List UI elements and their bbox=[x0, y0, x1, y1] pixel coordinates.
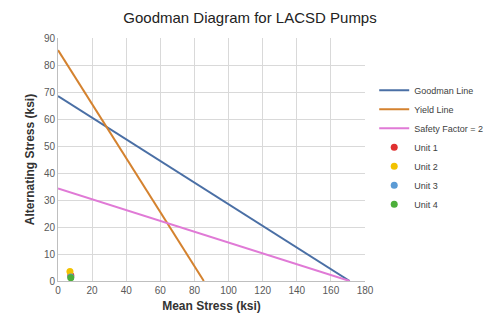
svg-text:Unit 1: Unit 1 bbox=[414, 143, 438, 153]
svg-text:140: 140 bbox=[288, 285, 305, 296]
svg-text:10: 10 bbox=[44, 249, 56, 260]
svg-text:Unit 3: Unit 3 bbox=[414, 181, 438, 191]
svg-text:80: 80 bbox=[44, 60, 56, 71]
svg-text:50: 50 bbox=[44, 141, 56, 152]
svg-text:Mean Stress (ksi): Mean Stress (ksi) bbox=[162, 299, 261, 313]
svg-text:Safety Factor = 2: Safety Factor = 2 bbox=[414, 124, 483, 134]
svg-text:20: 20 bbox=[87, 285, 99, 296]
svg-text:30: 30 bbox=[44, 195, 56, 206]
svg-text:Goodman Line: Goodman Line bbox=[414, 86, 473, 96]
svg-text:40: 40 bbox=[44, 168, 56, 179]
svg-text:60: 60 bbox=[44, 114, 56, 125]
svg-text:180: 180 bbox=[357, 285, 374, 296]
svg-text:90: 90 bbox=[44, 33, 56, 44]
svg-text:Unit 4: Unit 4 bbox=[414, 200, 438, 210]
svg-text:Goodman Diagram for LACSD Pump: Goodman Diagram for LACSD Pumps bbox=[123, 9, 376, 26]
svg-text:160: 160 bbox=[323, 285, 340, 296]
svg-text:Unit 2: Unit 2 bbox=[414, 162, 438, 172]
svg-text:120: 120 bbox=[254, 285, 271, 296]
svg-text:70: 70 bbox=[44, 87, 56, 98]
svg-text:Alternating Stress (ksi): Alternating Stress (ksi) bbox=[23, 94, 37, 225]
svg-text:0: 0 bbox=[55, 285, 61, 296]
svg-text:100: 100 bbox=[220, 285, 237, 296]
svg-text:60: 60 bbox=[155, 285, 167, 296]
svg-text:20: 20 bbox=[44, 222, 56, 233]
svg-text:80: 80 bbox=[189, 285, 201, 296]
svg-text:Yield Line: Yield Line bbox=[414, 105, 453, 115]
svg-text:40: 40 bbox=[121, 285, 133, 296]
svg-text:0: 0 bbox=[49, 276, 55, 287]
